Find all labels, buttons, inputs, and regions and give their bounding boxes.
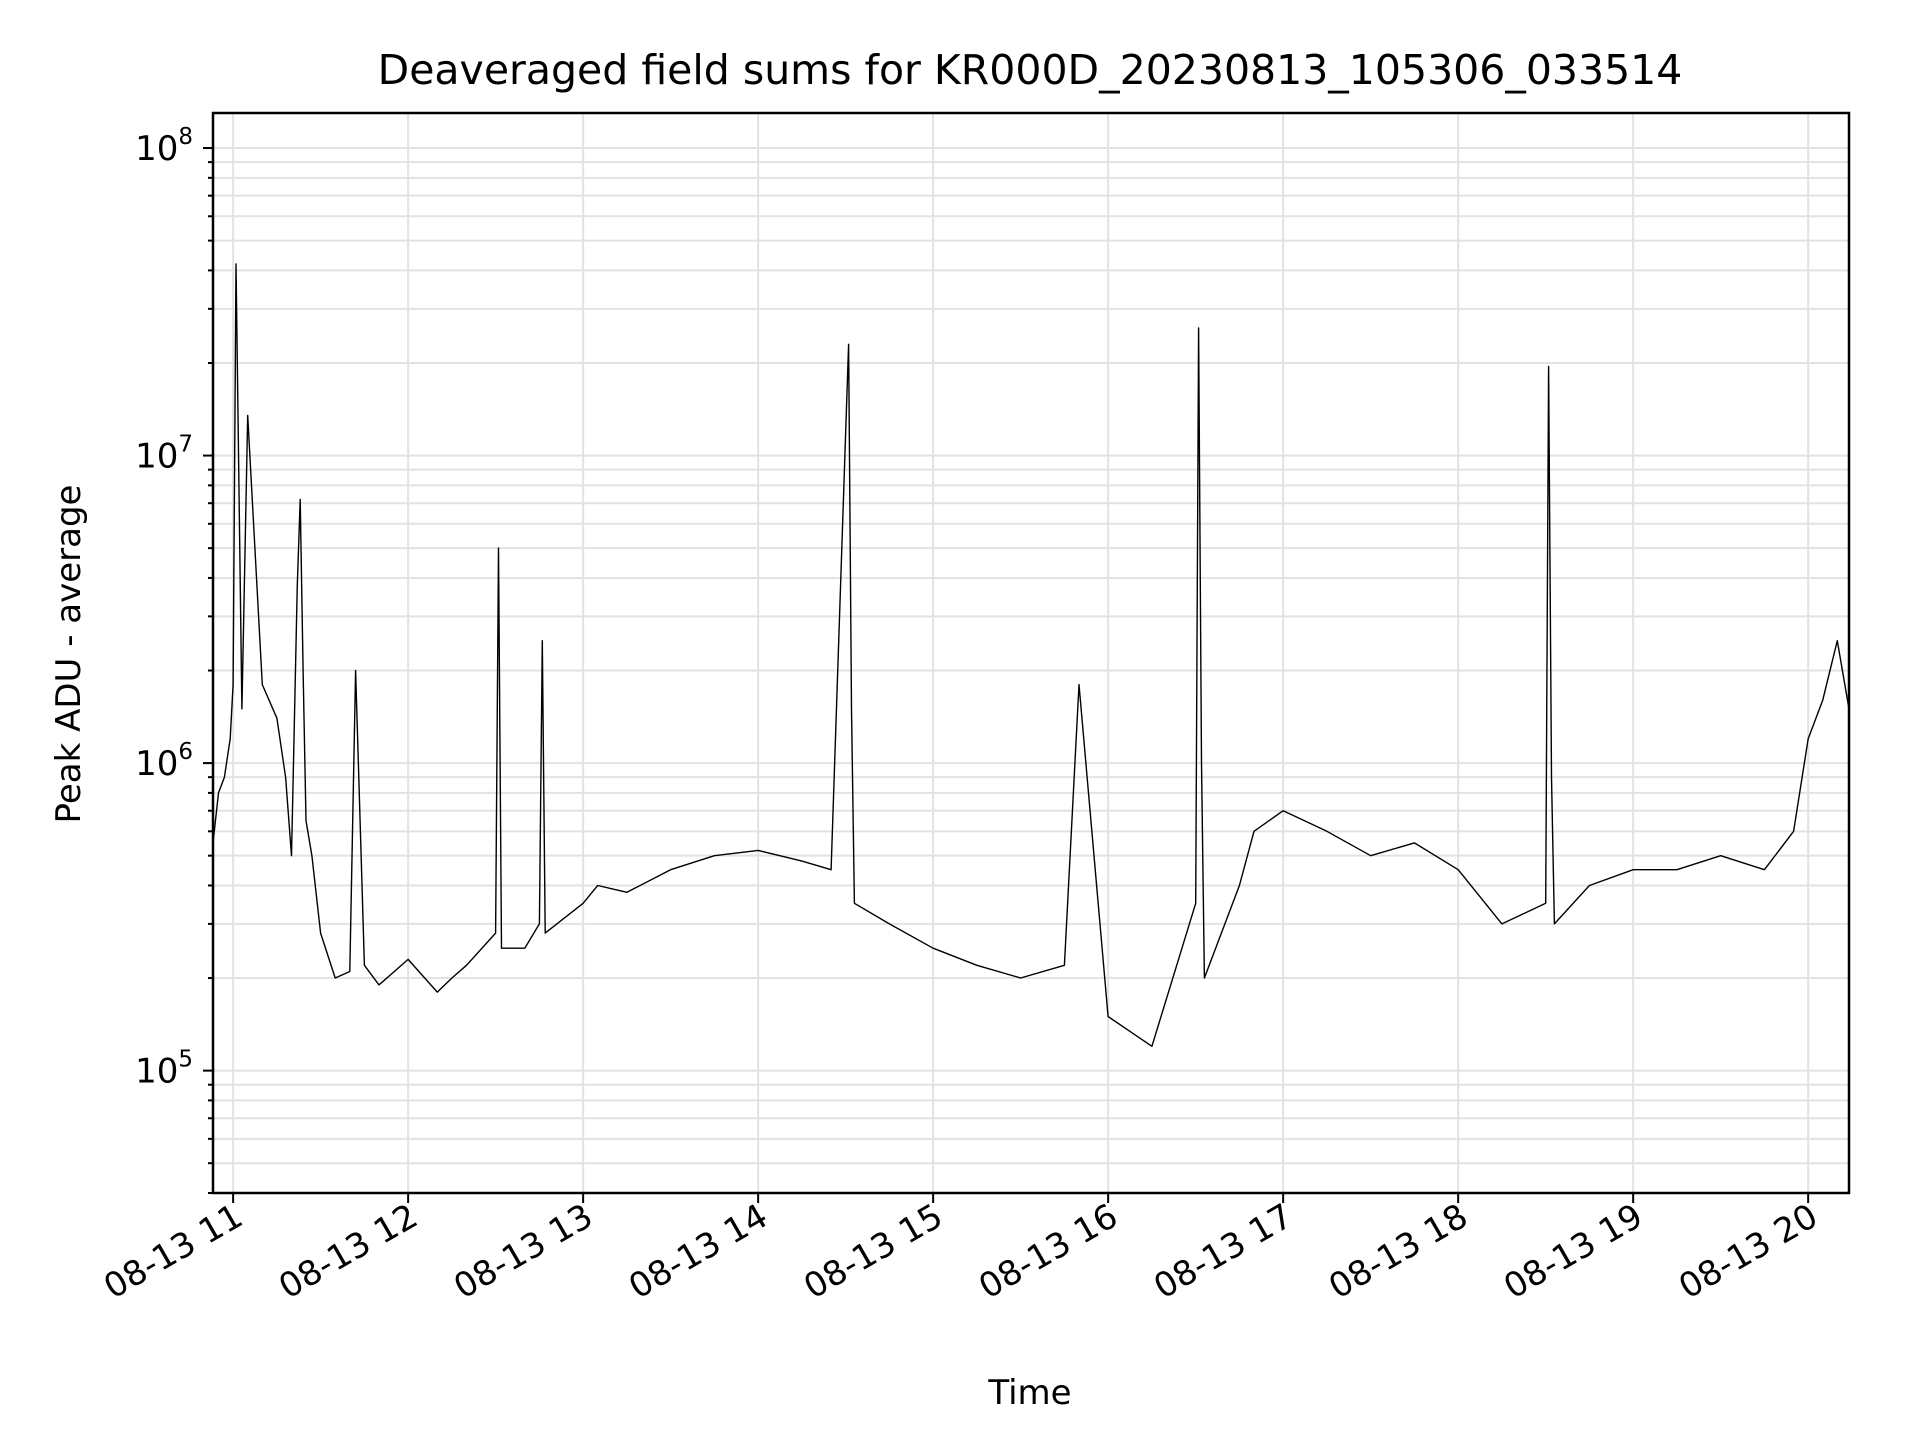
y-tick-base: 10 (135, 744, 178, 784)
x-tick-label: 08-13 20 (1672, 1196, 1824, 1307)
x-tick-label: 08-13 15 (797, 1196, 949, 1307)
grid (213, 113, 1849, 1194)
y-axis-label: Peak ADU - average (49, 485, 89, 824)
series-layer (212, 263, 1850, 1048)
y-tick-label: 107 (135, 432, 193, 477)
y-tick-exponent: 5 (178, 1047, 193, 1073)
plot-frame (211, 111, 1851, 1195)
x-tick-label: 08-13 17 (1147, 1196, 1299, 1307)
x-tick-label: 08-13 18 (1322, 1196, 1474, 1307)
chart-title: Deaveraged field sums for KR000D_2023081… (378, 46, 1683, 94)
y-tick-base: 10 (135, 437, 178, 477)
series-line (212, 263, 1850, 1048)
y-tick-exponent: 7 (178, 432, 193, 458)
y-tick-label: 106 (135, 739, 193, 784)
y-tick-label: 105 (135, 1047, 193, 1092)
x-axis-label: Time (987, 1373, 1071, 1413)
y-tick-label: 108 (135, 124, 193, 169)
x-axis: 08-13 11 08-13 12 08-13 13 08-13 14 08-13 15… (97, 1193, 1825, 1307)
y-tick-base: 10 (135, 129, 178, 169)
x-tick-label: 08-13 13 (447, 1196, 599, 1307)
x-tick-label: 08-13 19 (1497, 1196, 1649, 1307)
y-tick-exponent: 6 (178, 739, 193, 765)
x-tick-label: 08-13 11 (97, 1196, 249, 1307)
y-tick-exponent: 8 (178, 124, 193, 150)
x-tick-label: 08-13 12 (272, 1196, 424, 1307)
x-tick-label: 08-13 16 (972, 1196, 1124, 1307)
y-tick-base: 10 (135, 1052, 178, 1092)
x-tick-label: 08-13 14 (622, 1196, 774, 1307)
